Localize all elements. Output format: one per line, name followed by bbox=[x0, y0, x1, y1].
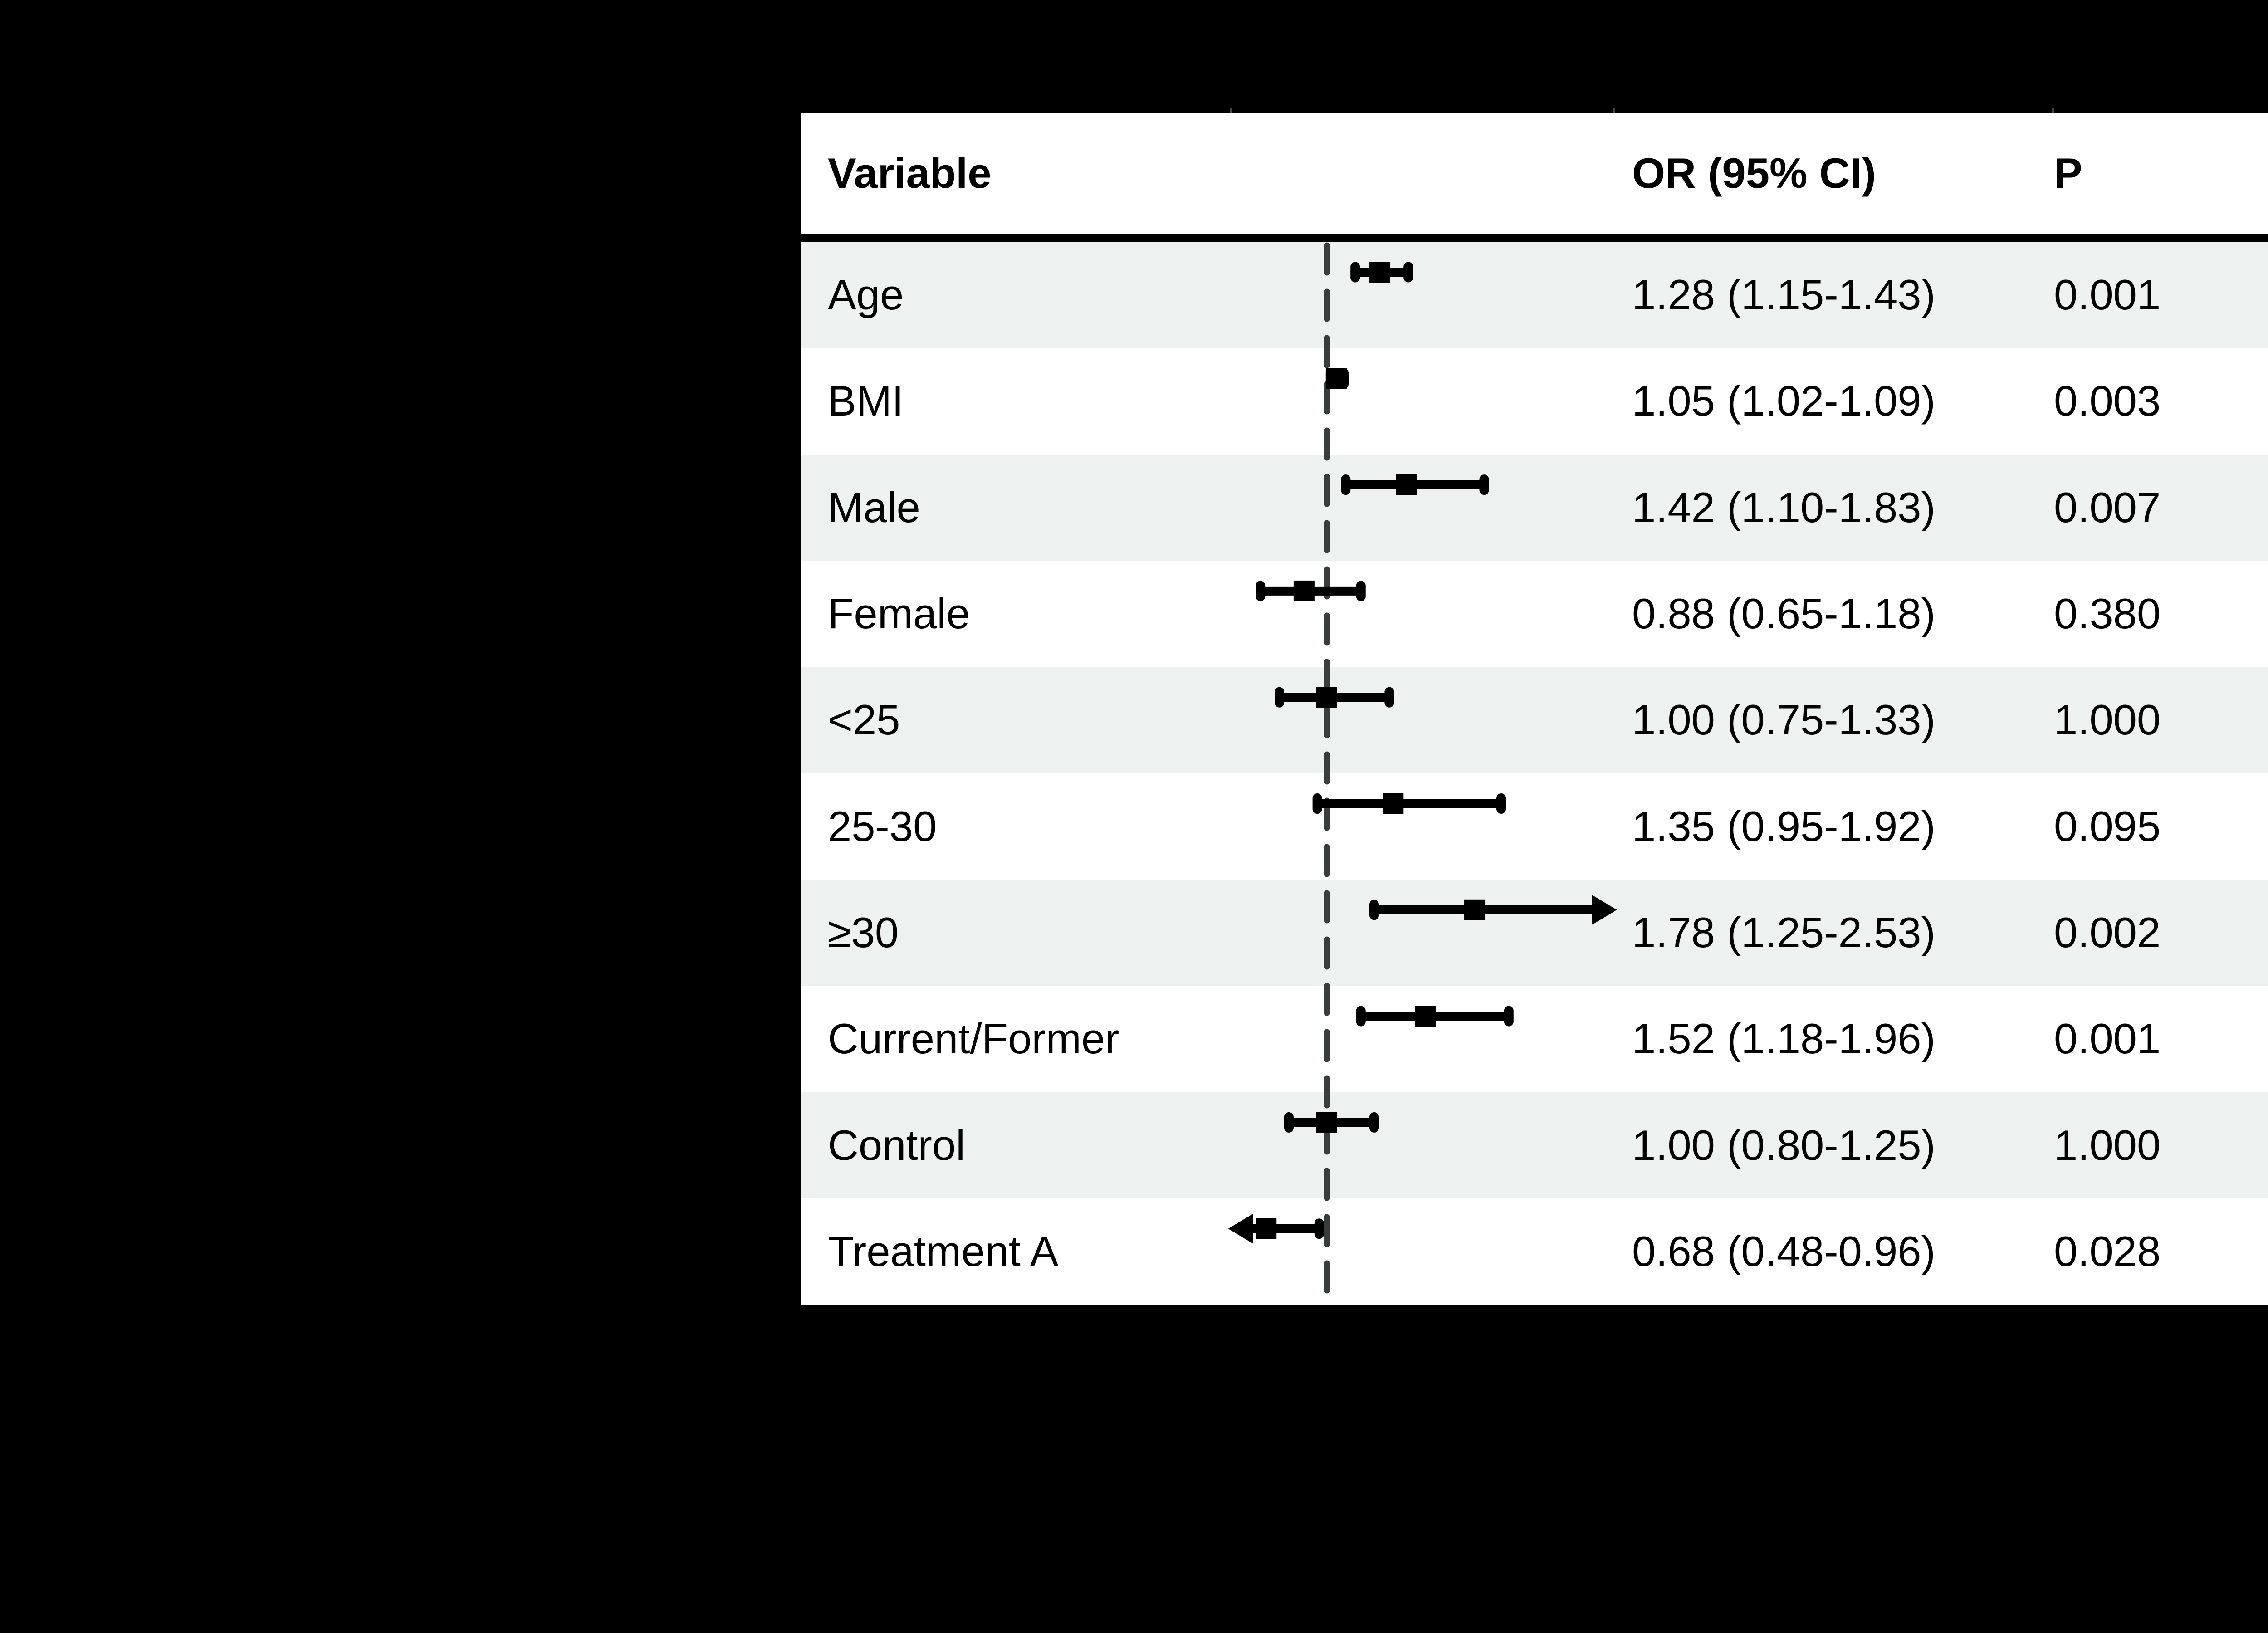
row-or-ci: 0.68 (0.48-0.96) bbox=[1632, 1227, 1936, 1275]
column-header-variable: Variable bbox=[828, 149, 992, 197]
row-p: 0.001 bbox=[2054, 1015, 2161, 1063]
row-p: 0.028 bbox=[2054, 1227, 2161, 1275]
row-or-ci: 1.42 (1.10-1.83) bbox=[1632, 483, 1936, 531]
row-or-ci: 1.52 (1.18-1.96) bbox=[1632, 1015, 1936, 1063]
column-header-or-ci: OR (95% CI) bbox=[1632, 149, 1876, 197]
row-label: BMI bbox=[828, 377, 904, 425]
row-or-ci: 1.00 (0.75-1.33) bbox=[1632, 696, 1936, 744]
row-label: ≥30 bbox=[828, 908, 899, 956]
table-header-row: Variable OR (95% CI) P N bbox=[801, 113, 2268, 234]
header-rule bbox=[801, 234, 2268, 242]
row-p: 0.002 bbox=[2054, 908, 2161, 956]
row-p: 0.001 bbox=[2054, 271, 2161, 319]
column-tick bbox=[2052, 108, 2054, 113]
row-p: 1.000 bbox=[2054, 1121, 2161, 1169]
row-or-ci: 1.00 (0.80-1.25) bbox=[1632, 1121, 1936, 1169]
row-or-ci: 1.35 (0.95-1.92) bbox=[1632, 802, 1936, 850]
row-or-ci: 1.05 (1.02-1.09) bbox=[1632, 377, 1936, 425]
row-p: 0.380 bbox=[2054, 590, 2161, 638]
row-or-ci: 1.78 (1.25-2.53) bbox=[1632, 908, 1936, 956]
table-bottom-rule bbox=[801, 1305, 2268, 1312]
row-p: 0.095 bbox=[2054, 802, 2161, 850]
row-label: Female bbox=[828, 590, 970, 638]
table-row: Treatment A0.68 (0.48-0.96)0.028285 bbox=[801, 1198, 2268, 1305]
row-label: Current/Former bbox=[828, 1015, 1119, 1063]
row-or-ci: 0.88 (0.65-1.18) bbox=[1632, 590, 1936, 638]
row-label: Treatment A bbox=[828, 1227, 1059, 1275]
row-p: 0.003 bbox=[2054, 377, 2161, 425]
row-label: Male bbox=[828, 483, 920, 531]
row-label: Age bbox=[828, 271, 904, 319]
row-p: 0.007 bbox=[2054, 483, 2161, 531]
row-or-ci: 1.28 (1.15-1.43) bbox=[1632, 271, 1936, 319]
column-tick bbox=[1613, 108, 1615, 113]
table-row: <251.00 (0.75-1.33)1.000320 bbox=[801, 667, 2268, 773]
column-tick bbox=[1230, 108, 1232, 113]
table-row: ≥301.78 (1.25-2.53)0.002220 bbox=[801, 879, 2268, 986]
table-row: 25-301.35 (0.95-1.92)0.095310 bbox=[801, 773, 2268, 880]
row-label: Control bbox=[828, 1121, 966, 1169]
row-p: 1.000 bbox=[2054, 696, 2161, 744]
column-header-p: P bbox=[2054, 149, 2082, 197]
row-label: 25-30 bbox=[828, 802, 937, 850]
row-label: <25 bbox=[828, 696, 900, 744]
forest-plot-table: Variable OR (95% CI) P N Age 1.28 (1.15-1… bbox=[801, 113, 2268, 1312]
